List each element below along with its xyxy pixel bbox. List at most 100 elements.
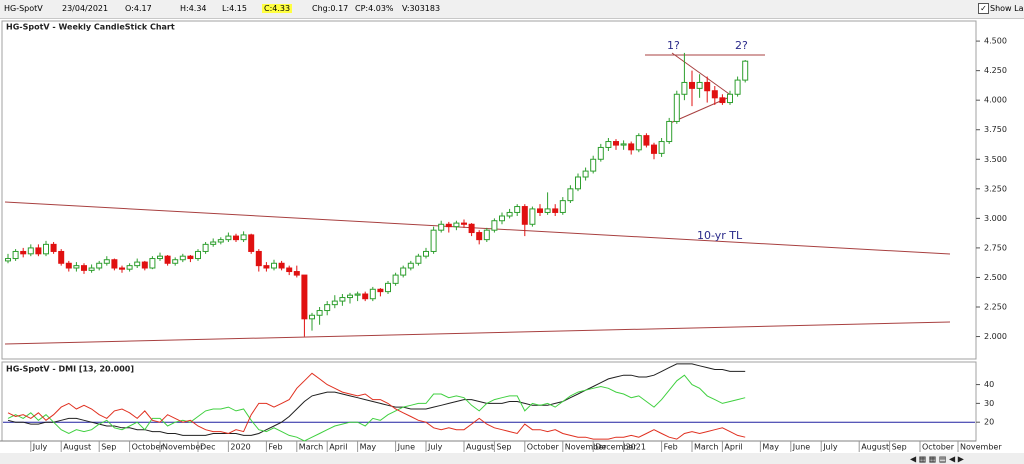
candle-body (50, 243, 57, 252)
high: H:4.34 (180, 4, 207, 13)
y-tick-label: 4.000 (984, 96, 1007, 105)
y-tick-label: 4.500 (984, 37, 1007, 46)
dmi-line (7, 363, 746, 436)
candle-body (476, 232, 483, 241)
y-tick-label: 3.750 (984, 125, 1007, 134)
candle-body (613, 141, 619, 146)
background (0, 19, 1024, 464)
trendline (4, 201, 951, 255)
candle-body (483, 229, 490, 241)
candle-body (126, 265, 133, 270)
candle-body (316, 310, 323, 316)
candle-body (529, 208, 536, 225)
candle-body (73, 265, 80, 269)
dmi-line (7, 374, 746, 442)
low: L:4.15 (222, 4, 247, 13)
candle-body (742, 60, 749, 81)
candle-body (491, 220, 498, 231)
x-tick-label: June (397, 443, 416, 452)
candle-body (20, 250, 27, 255)
chart: ◀ ▦ ▦ ▤ ◀ ▶ HG-SpotV - Weekly CandleStic… (0, 19, 1024, 464)
main-title: HG-SpotV - Weekly CandleStick Chart (6, 23, 175, 32)
annotation: 1? (667, 39, 680, 52)
candle-body (620, 143, 627, 146)
x-tick-label: July (427, 443, 443, 452)
open: O:4.17 (125, 4, 152, 13)
candle-body (271, 262, 277, 269)
y-tick-label: 2.500 (984, 273, 1007, 282)
candle-body (521, 206, 528, 225)
x-tick-label: October (132, 443, 165, 452)
candle-body (210, 241, 217, 245)
candle-body (696, 81, 703, 89)
candle-body (453, 222, 460, 228)
candle-body (430, 229, 437, 252)
dmi-line (7, 372, 746, 440)
candle-body (369, 288, 376, 300)
candle-body (681, 81, 688, 95)
x-tick-label: July (32, 443, 48, 452)
x-tick-label: Sep (101, 443, 116, 452)
candle-body (377, 288, 384, 293)
candle-body (704, 81, 711, 92)
candle-body (468, 223, 475, 234)
candle-body (164, 255, 171, 264)
candle-body (134, 261, 141, 267)
change: Chg:0.17 (312, 4, 349, 13)
candle-body (103, 259, 110, 264)
candle-body (582, 170, 589, 178)
x-tick-label: March (299, 443, 323, 452)
candle-body (248, 234, 255, 252)
y-tick-label: 3.250 (984, 184, 1007, 193)
candle-body (415, 255, 422, 264)
x-tick-label: 2020 (230, 443, 250, 452)
y-tick-label: 2.000 (984, 332, 1007, 341)
candle-body (727, 93, 733, 104)
candle-body (719, 97, 726, 104)
candle-body (635, 135, 642, 151)
x-tick-label: May (360, 443, 377, 452)
candle-body (711, 90, 718, 99)
candle-body (643, 135, 650, 146)
x-tick-label: December (595, 443, 637, 452)
x-tick-label: August (861, 443, 889, 452)
candle-body (217, 239, 224, 243)
candle-body (514, 206, 521, 213)
candle-body (111, 259, 118, 269)
candle-body (27, 247, 34, 255)
candle-body (385, 282, 391, 293)
candle-body (347, 294, 353, 299)
show-last[interactable]: Show Last (990, 4, 1024, 13)
candle-body (233, 235, 239, 241)
candle-body (179, 255, 186, 261)
y-tick-label: 2.250 (984, 303, 1007, 312)
x-tick-label: November (960, 443, 1002, 452)
x-tick-label: Dec (200, 443, 215, 452)
candle-body (423, 250, 429, 257)
candle-body (141, 261, 148, 269)
candle-body (96, 262, 103, 269)
y-tick-label: 3.500 (984, 155, 1007, 164)
y-tick-label: 2.750 (984, 243, 1007, 252)
scroll-icons[interactable]: ◀ ▦ ▦ ▤ ◀ ▶ (910, 455, 965, 464)
candle-body (673, 93, 680, 122)
annotation: 10-yr TL (697, 229, 743, 242)
candle-body (499, 215, 505, 222)
candle-body (58, 250, 65, 264)
candle-body (81, 265, 87, 271)
checkbox[interactable]: ✓ (978, 3, 989, 14)
candle-body (666, 120, 673, 143)
x-tick-label: July (822, 443, 838, 452)
change-pct: CP:4.03% (355, 4, 394, 13)
volume: V:303183 (402, 4, 441, 13)
y-tick-label: 30 (984, 399, 994, 408)
candle-body (658, 141, 665, 154)
x-tick-label: April (329, 443, 347, 452)
main-pane (1, 20, 977, 360)
candle-body (689, 81, 695, 89)
candle-body (43, 243, 49, 255)
candle-body (309, 314, 315, 320)
candle-body (590, 158, 597, 172)
candle-body (331, 300, 338, 306)
scrollbar[interactable] (0, 453, 1024, 464)
